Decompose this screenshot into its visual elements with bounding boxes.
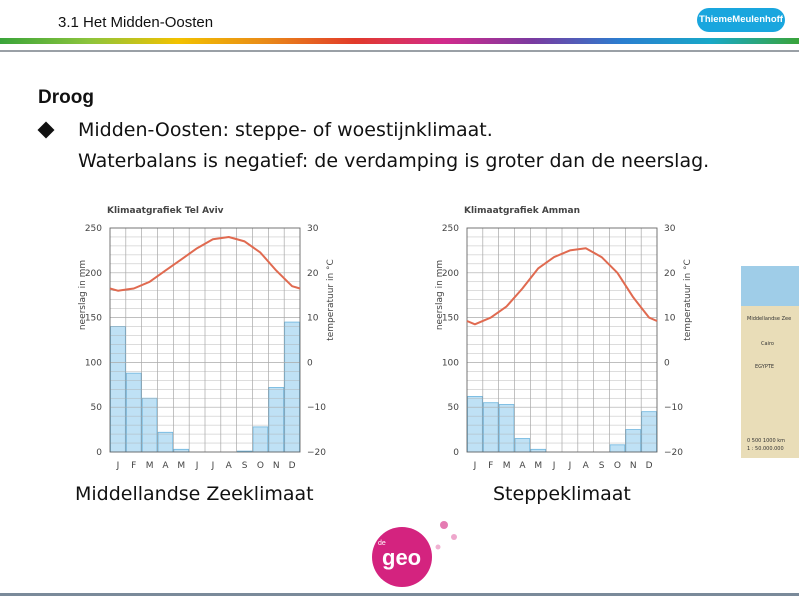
y-left-tick-label: 0	[96, 448, 102, 458]
precipitation-bar	[157, 431, 174, 453]
plot-frame	[109, 227, 301, 453]
y-right-tick-label: −20	[307, 448, 326, 458]
y-left-axis-label: neerslag in mm	[78, 260, 88, 330]
footer-divider	[0, 593, 799, 596]
caption-right: Steppeklimaat	[493, 483, 631, 505]
x-tick-label: S	[242, 461, 248, 470]
map-label-city: Cairo	[761, 341, 774, 347]
y-right-tick-label: −10	[664, 403, 683, 413]
y-left-tick-label: 150	[442, 314, 459, 324]
geo-logo-word: geo	[382, 545, 421, 570]
precipitation-bar	[514, 438, 531, 453]
chart-title: Klimaatgrafiek Tel Aviv	[107, 206, 224, 216]
y-left-tick-label: 200	[442, 269, 459, 279]
y-left-tick-label: 50	[448, 403, 460, 413]
x-tick-label: J	[116, 461, 120, 470]
precipitation-bar	[125, 372, 142, 453]
y-left-tick-label: 200	[85, 269, 102, 279]
map-scale-ratio: 1 : 50.000.000	[747, 446, 784, 452]
x-tick-label: S	[599, 461, 605, 470]
y-right-tick-label: 20	[664, 269, 676, 279]
x-tick-label: F	[131, 461, 136, 470]
y-right-tick-label: 10	[307, 314, 319, 324]
map-label-sea: Middellandse Zee	[747, 316, 792, 322]
climate-chart-amman: Klimaatgrafiek Amman 0 50 100 150 200 250 −20 −1…	[432, 195, 702, 471]
y-right-tick-label: −20	[664, 448, 683, 458]
precipitation-bar	[284, 321, 300, 453]
precipitation-bar	[641, 411, 657, 453]
y-left-tick-label: 250	[85, 224, 102, 234]
climate-chart-tel-aviv-svg: Klimaatgrafiek Tel Aviv050100150200250−2…	[78, 206, 336, 471]
publisher-logo: ThiemeMeulenhoff	[697, 8, 785, 32]
y-left-tick-label: 250	[442, 224, 459, 234]
y-left-tick-label: 0	[453, 448, 459, 458]
y-left-axis-label: neerslag in mm	[435, 260, 445, 330]
precipitation-bar	[252, 426, 269, 453]
y-right-tick-label: 0	[307, 358, 313, 368]
temperature-line	[466, 247, 658, 326]
temperature-line	[109, 236, 301, 292]
header-color-bar	[0, 38, 799, 44]
x-tick-label: M	[177, 461, 185, 470]
bullet-text-line-1: Midden-Oosten: steppe- of woestijnklimaa…	[78, 119, 493, 141]
map-sea	[741, 266, 799, 306]
x-tick-label: J	[211, 461, 215, 470]
x-tick-label: J	[473, 461, 477, 470]
x-tick-label: A	[583, 461, 590, 470]
precipitation-bar	[498, 404, 515, 453]
y-left-tick-label: 50	[91, 403, 103, 413]
y-right-tick-label: 30	[307, 224, 319, 234]
precipitation-bar	[482, 402, 499, 453]
x-tick-label: J	[552, 461, 556, 470]
chart-title: Klimaatgrafiek Amman	[464, 206, 580, 216]
x-tick-label: M	[503, 461, 511, 470]
precipitation-bar	[625, 429, 642, 453]
map-label-country: EGYPTE	[755, 364, 775, 370]
y-right-axis-label: temperatuur in °C	[683, 259, 693, 341]
bullet-text-line-2: Waterbalans is negatief: de verdamping i…	[78, 150, 710, 172]
y-right-tick-label: 10	[664, 314, 676, 324]
geo-logo-dot	[451, 534, 457, 540]
x-tick-label: O	[614, 461, 621, 470]
geo-logo-prefix: de	[378, 540, 386, 547]
x-tick-label: D	[646, 461, 653, 470]
x-tick-label: M	[146, 461, 154, 470]
x-tick-label: F	[488, 461, 493, 470]
caption-left: Middellandse Zeeklimaat	[75, 483, 314, 505]
slide-title: 3.1 Het Midden-Oosten	[58, 14, 214, 31]
geo-logo-dot	[435, 544, 441, 550]
map-scale: 0 500 1000 km	[747, 438, 785, 444]
y-right-tick-label: −10	[307, 403, 326, 413]
x-tick-label: N	[630, 461, 637, 470]
precipitation-bar	[609, 444, 626, 453]
geo-logo-dot	[440, 521, 448, 529]
y-right-tick-label: 30	[664, 224, 676, 234]
precipitation-bar	[467, 396, 483, 453]
x-tick-label: A	[519, 461, 526, 470]
x-tick-label: A	[226, 461, 233, 470]
x-tick-label: M	[534, 461, 542, 470]
section-heading: Droog	[38, 87, 94, 108]
y-left-tick-label: 100	[442, 358, 459, 368]
y-right-tick-label: 0	[664, 358, 670, 368]
x-tick-label: J	[568, 461, 572, 470]
x-tick-label: A	[162, 461, 169, 470]
bullet-diamond-icon	[37, 121, 55, 139]
x-tick-label: O	[257, 461, 264, 470]
y-right-tick-label: 20	[307, 269, 319, 279]
precipitation-bar	[268, 387, 285, 453]
map-thumbnail: Middellandse Zee Cairo EGYPTE 0 500 1000…	[741, 266, 799, 458]
y-left-tick-label: 100	[85, 358, 102, 368]
climate-chart-amman-svg: Klimaatgrafiek Amman050100150200250−20−1…	[435, 206, 693, 471]
climate-chart-tel-aviv: Klimaatgrafiek Tel Aviv 0 50 100 150 200 250 −2…	[75, 195, 345, 471]
geo-logo-circle	[372, 527, 432, 587]
plot-frame	[466, 227, 658, 453]
geo-logo: de geo	[372, 521, 457, 587]
x-tick-label: N	[273, 461, 280, 470]
header-divider	[0, 50, 799, 52]
x-tick-label: J	[195, 461, 199, 470]
x-tick-label: D	[289, 461, 296, 470]
y-left-tick-label: 150	[85, 314, 102, 324]
y-right-axis-label: temperatuur in °C	[326, 259, 336, 341]
